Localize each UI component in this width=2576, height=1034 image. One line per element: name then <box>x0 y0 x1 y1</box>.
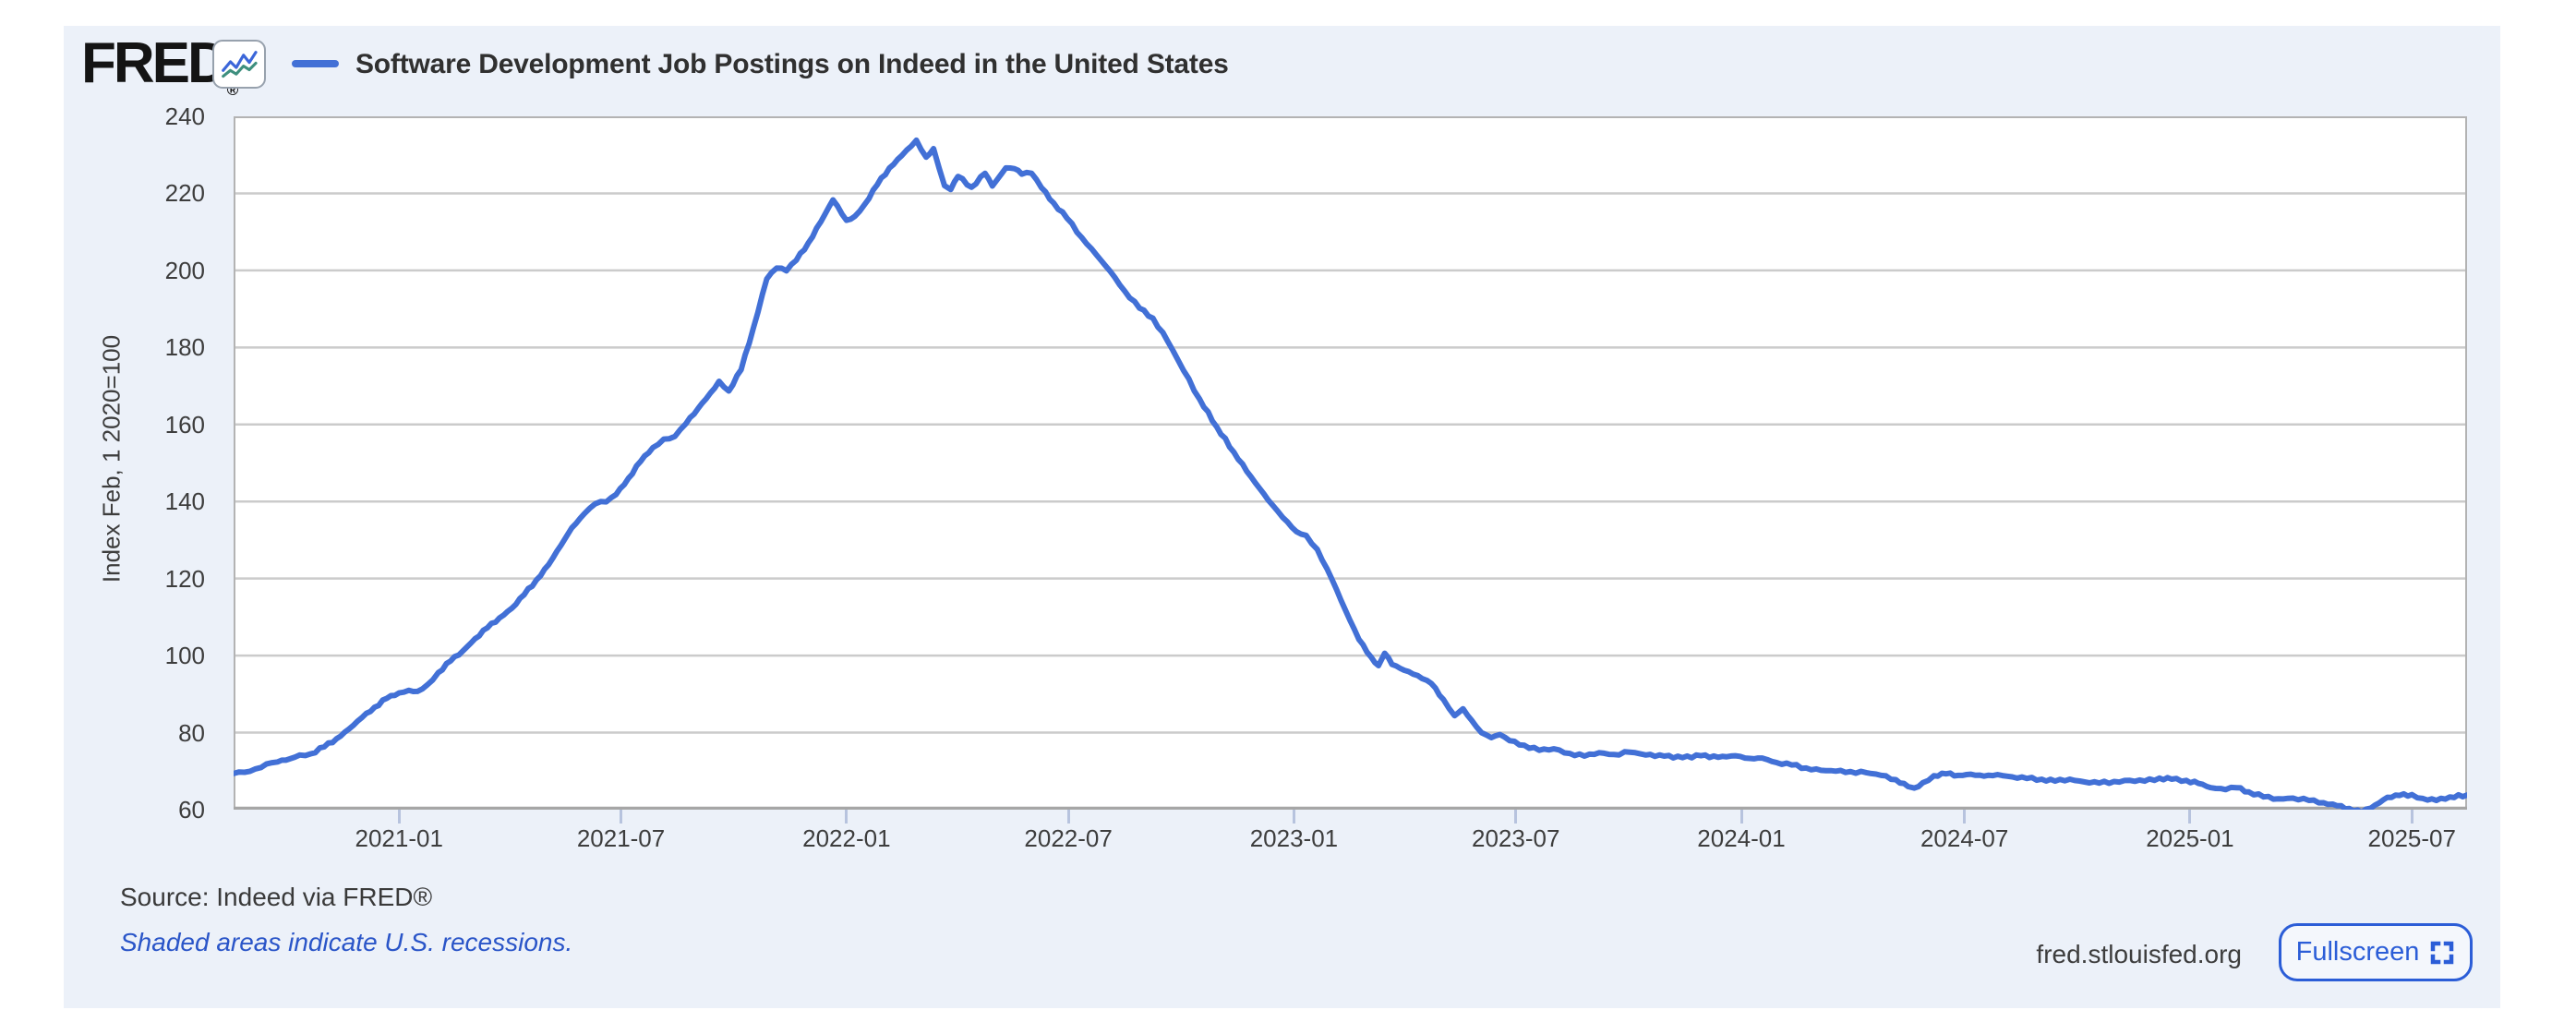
x-tick-label: 2023-01 <box>1249 824 1339 852</box>
chart-title: Software Development Job Postings on Ind… <box>355 49 1229 79</box>
x-tick-mark <box>1066 810 1070 824</box>
x-tick-mark <box>845 810 849 824</box>
x-tick-mark <box>1739 810 1743 824</box>
x-tick-mark <box>1963 810 1967 824</box>
y-tick-label: 140 <box>164 487 205 516</box>
series-line <box>231 137 2470 815</box>
x-tick-mark <box>2410 810 2413 824</box>
line-chart-icon <box>212 40 266 89</box>
x-tick-label: 2025-07 <box>2367 824 2456 852</box>
x-tick-mark <box>620 810 623 824</box>
y-tick-label: 220 <box>164 179 205 208</box>
x-tick-mark <box>397 810 401 824</box>
y-axis-title: Index Feb, 1 2020=100 <box>97 334 126 583</box>
fullscreen-icon <box>2431 941 2454 964</box>
y-tick-label: 240 <box>164 102 205 130</box>
x-tick-label: 2021-07 <box>576 824 666 852</box>
fred-logo-text: FRED <box>81 31 229 95</box>
x-tick-mark <box>1514 810 1518 824</box>
chart-canvas[interactable] <box>231 116 2470 815</box>
x-tick-label: 2022-01 <box>802 824 891 852</box>
y-tick-label: 60 <box>178 796 205 824</box>
series-legend-swatch <box>292 60 339 67</box>
y-tick-label: 80 <box>178 718 205 747</box>
y-tick-label: 200 <box>164 256 205 284</box>
y-tick-label: 180 <box>164 333 205 362</box>
y-tick-label: 120 <box>164 564 205 593</box>
fullscreen-button[interactable]: Fullscreen <box>2279 923 2473 981</box>
recession-note-link[interactable]: Shaded areas indicate U.S. recessions. <box>120 928 573 956</box>
x-tick-label: 2024-07 <box>1920 824 2009 852</box>
x-tick-label: 2025-01 <box>2146 824 2234 852</box>
x-tick-label: 2022-07 <box>1024 824 1113 852</box>
source-note: Source: Indeed via FRED® <box>120 883 433 911</box>
fullscreen-button-label: Fullscreen <box>2295 937 2420 967</box>
y-tick-label: 100 <box>164 642 205 670</box>
x-tick-mark <box>1292 810 1295 824</box>
x-tick-label: 2023-07 <box>1472 824 1560 852</box>
plot-area[interactable] <box>231 116 2470 815</box>
fred-logo[interactable]: FRED® <box>81 35 238 106</box>
x-tick-mark <box>2188 810 2192 824</box>
plot-background <box>234 116 2467 810</box>
site-url-text: fred.stlouisfed.org <box>2036 940 2242 968</box>
y-tick-label: 160 <box>164 410 205 439</box>
x-tick-label: 2024-01 <box>1697 824 1786 852</box>
x-tick-label: 2021-01 <box>355 824 443 852</box>
fred-chart-widget: FRED® Software Development Job Postings … <box>64 26 2500 1008</box>
